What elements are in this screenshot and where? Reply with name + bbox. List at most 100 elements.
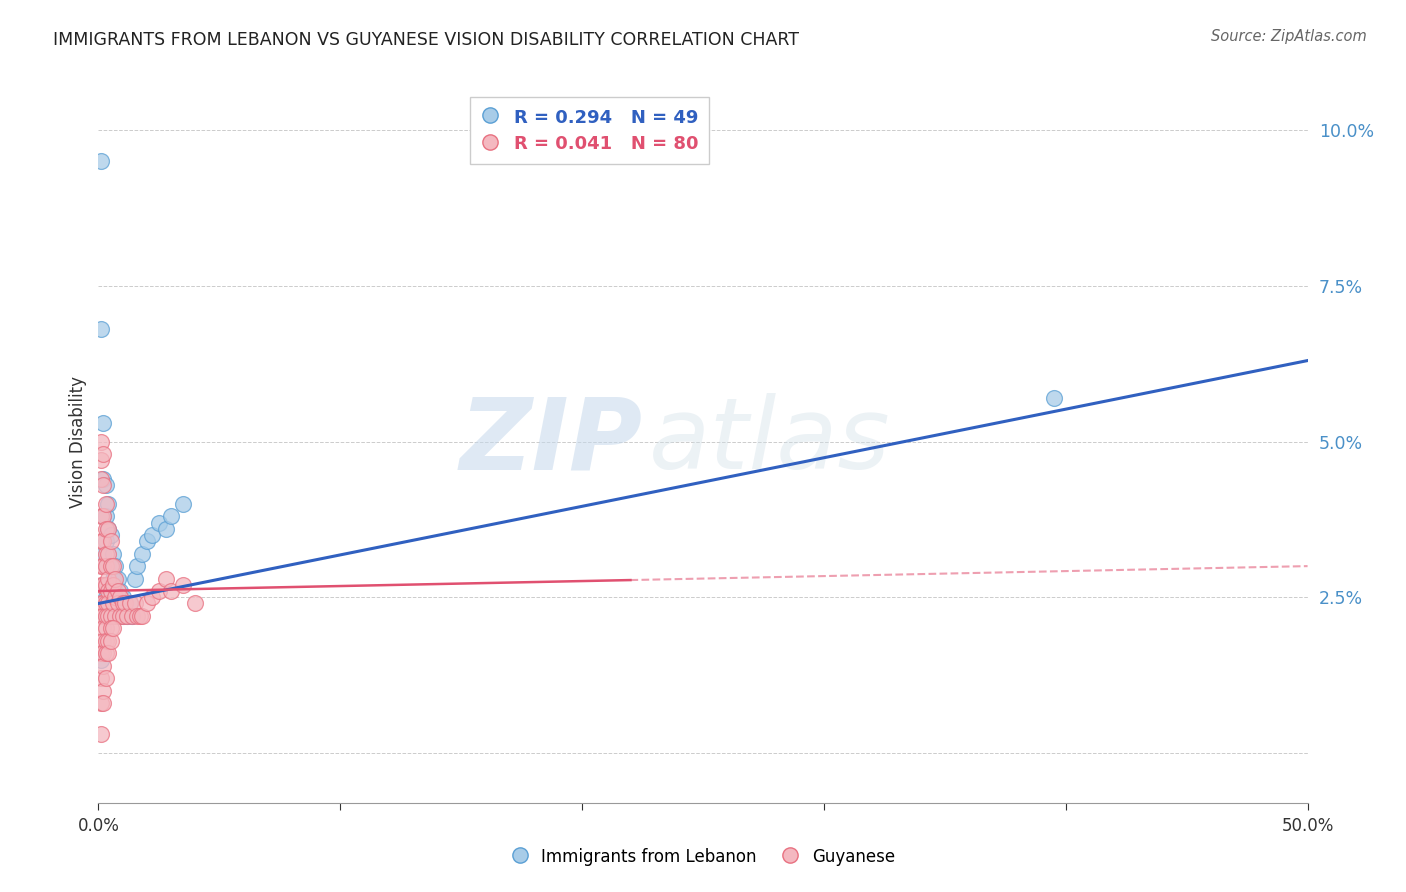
Point	[90, 559, 112, 574]
Point	[135, 597, 157, 611]
Point	[101, 621, 124, 635]
Point	[91, 696, 114, 710]
Point	[108, 609, 131, 624]
Point	[107, 584, 129, 599]
Point	[97, 584, 120, 599]
Point	[90, 472, 112, 486]
Point	[90, 727, 112, 741]
Point	[100, 584, 122, 599]
Point	[117, 609, 139, 624]
Point	[97, 609, 120, 624]
Point	[90, 646, 112, 660]
Point	[94, 646, 117, 660]
Point	[121, 609, 143, 624]
Point	[100, 621, 122, 635]
Point	[97, 609, 120, 624]
Point	[100, 534, 122, 549]
Point	[91, 416, 114, 430]
Point	[91, 534, 114, 549]
Point	[1042, 391, 1064, 405]
Point	[107, 597, 129, 611]
Point	[127, 559, 149, 574]
Point	[91, 621, 114, 635]
Point	[90, 652, 112, 666]
Point	[91, 547, 114, 561]
Point	[100, 559, 122, 574]
Point	[94, 671, 117, 685]
Legend: R = 0.294   N = 49, R = 0.041   N = 80: R = 0.294 N = 49, R = 0.041 N = 80	[470, 96, 709, 164]
Point	[97, 633, 120, 648]
Point	[91, 633, 114, 648]
Point	[91, 646, 114, 660]
Point	[108, 609, 131, 624]
Point	[104, 591, 127, 605]
Point	[104, 609, 127, 624]
Point	[104, 572, 127, 586]
Point	[135, 534, 157, 549]
Point	[107, 597, 129, 611]
Point	[131, 547, 153, 561]
Point	[94, 597, 117, 611]
Point	[91, 609, 114, 624]
Point	[100, 633, 122, 648]
Text: Source: ZipAtlas.com: Source: ZipAtlas.com	[1211, 29, 1367, 44]
Point	[94, 609, 117, 624]
Point	[101, 559, 124, 574]
Point	[90, 434, 112, 449]
Point	[111, 597, 134, 611]
Point	[101, 597, 124, 611]
Text: IMMIGRANTS FROM LEBANON VS GUYANESE VISION DISABILITY CORRELATION CHART: IMMIGRANTS FROM LEBANON VS GUYANESE VISI…	[53, 31, 800, 49]
Point	[101, 547, 124, 561]
Point	[160, 584, 183, 599]
Point	[94, 509, 117, 524]
Point	[94, 559, 117, 574]
Point	[97, 522, 120, 536]
Point	[91, 683, 114, 698]
Point	[97, 547, 120, 561]
Point	[148, 584, 170, 599]
Point	[94, 559, 117, 574]
Point	[155, 572, 177, 586]
Point	[90, 696, 112, 710]
Point	[114, 597, 136, 611]
Point	[97, 572, 120, 586]
Point	[108, 591, 131, 605]
Point	[90, 453, 112, 467]
Legend: Immigrants from Lebanon, Guyanese: Immigrants from Lebanon, Guyanese	[505, 841, 901, 873]
Point	[118, 597, 141, 611]
Point	[118, 597, 141, 611]
Point	[91, 578, 114, 592]
Point	[148, 516, 170, 530]
Point	[114, 597, 136, 611]
Point	[91, 597, 114, 611]
Point	[94, 534, 117, 549]
Point	[101, 578, 124, 592]
Point	[90, 509, 112, 524]
Point	[111, 609, 134, 624]
Point	[100, 609, 122, 624]
Point	[104, 609, 127, 624]
Point	[155, 522, 177, 536]
Point	[104, 584, 127, 599]
Point	[121, 609, 143, 624]
Point	[94, 621, 117, 635]
Y-axis label: Vision Disability: Vision Disability	[69, 376, 87, 508]
Point	[94, 609, 117, 624]
Point	[100, 609, 122, 624]
Point	[101, 597, 124, 611]
Point	[94, 497, 117, 511]
Point	[91, 472, 114, 486]
Point	[91, 478, 114, 492]
Point	[100, 528, 122, 542]
Point	[184, 597, 207, 611]
Point	[91, 509, 114, 524]
Point	[97, 646, 120, 660]
Point	[94, 547, 117, 561]
Point	[127, 609, 149, 624]
Point	[90, 534, 112, 549]
Point	[172, 497, 194, 511]
Point	[97, 522, 120, 536]
Point	[141, 528, 163, 542]
Point	[90, 671, 112, 685]
Point	[90, 609, 112, 624]
